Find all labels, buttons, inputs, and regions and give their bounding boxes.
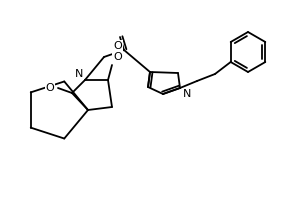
Text: N: N — [183, 89, 191, 99]
Text: O: O — [113, 52, 122, 62]
Text: O: O — [45, 83, 54, 93]
Text: N: N — [75, 69, 83, 79]
Text: O: O — [114, 41, 122, 51]
